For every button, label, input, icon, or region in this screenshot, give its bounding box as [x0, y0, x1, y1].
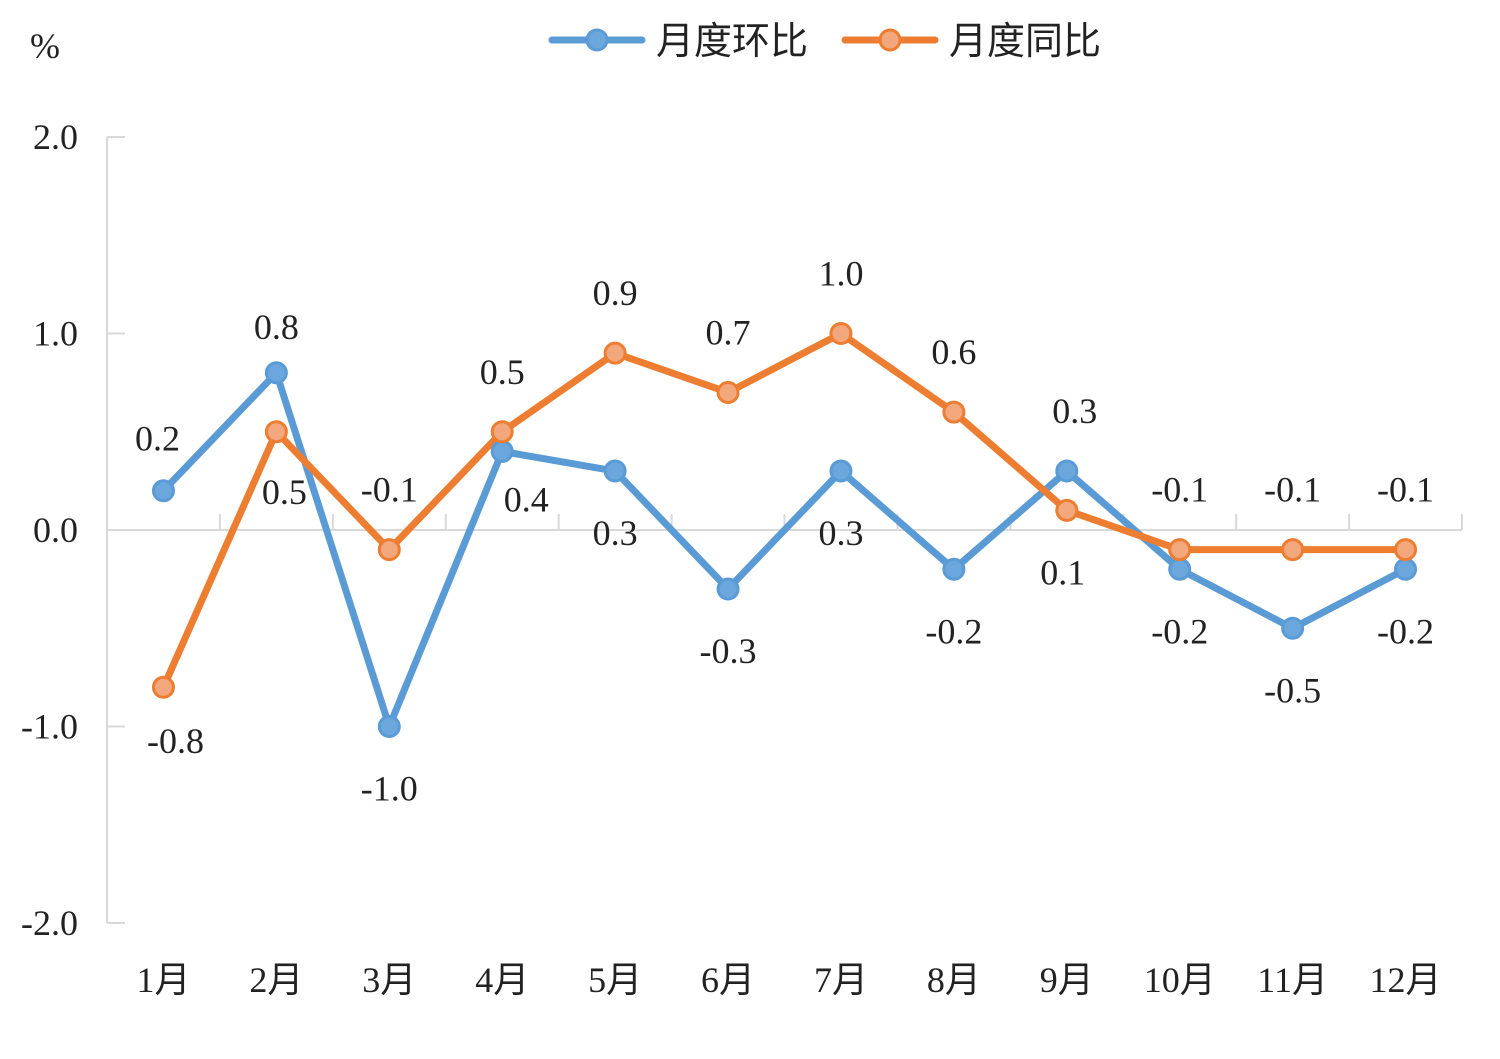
axes: 2.0 1.0 0.0 -1.0 -2.0 1月 2月 3月 4月 5月 6月 7月 8月 9月 10月 11… [21, 117, 1463, 1000]
series-2-point [942, 400, 966, 424]
x-tick-label: 2月 [249, 960, 303, 1000]
data-label-1: 0.4 [504, 479, 549, 519]
x-tick-label: 7月 [814, 960, 868, 1000]
series-1-point [1281, 616, 1305, 640]
series-2-point [1055, 498, 1079, 522]
data-label-2: -0.1 [1377, 470, 1434, 510]
series-2-point [829, 322, 853, 345]
legend-label-2: 月度同比 [949, 19, 1101, 63]
data-label-1: 0.3 [818, 513, 863, 553]
x-tick-label: 9月 [1040, 960, 1094, 1000]
series-line-1 [159, 369, 1410, 730]
series-1-point [1055, 459, 1079, 483]
legend-label-1: 月度环比 [656, 19, 808, 63]
x-tick-label: 6月 [701, 960, 755, 1000]
data-label-2: 1.0 [818, 254, 863, 294]
x-tick-label: 10月 [1144, 960, 1216, 1000]
data-label-2: -0.1 [1264, 470, 1321, 510]
legend-marker-2 [878, 28, 902, 52]
series-1-point [942, 557, 966, 581]
x-tick-label: 4月 [475, 960, 529, 1000]
data-label-2: 0.5 [262, 472, 307, 512]
data-label-2: 0.1 [1040, 552, 1085, 592]
series-2-point [1168, 538, 1192, 562]
series-2-point [603, 341, 627, 365]
data-label-1: 0.3 [593, 513, 638, 553]
data-label-2: 0.6 [931, 332, 976, 372]
data-label-2: 0.7 [706, 312, 751, 352]
series-1-point [490, 439, 514, 463]
data-label-2: -0.1 [1151, 470, 1208, 510]
data-label-2: -0.1 [361, 470, 418, 510]
series-1-point [1394, 557, 1418, 581]
data-labels: 0.2 -0.8 0.8 0.5 -1.0 -0.1 0.4 0.5 0.3 0.9 -0.3 0.7… [135, 254, 1434, 809]
x-tick-label: 5月 [588, 960, 642, 1000]
y-tick-label: -2.0 [21, 903, 78, 943]
series-1-point [716, 577, 740, 601]
data-label-1: 0.8 [254, 307, 299, 347]
data-label-2: 0.5 [480, 352, 525, 392]
series-2-point [490, 420, 514, 444]
x-tick-label: 11月 [1257, 960, 1328, 1000]
series-2-point [264, 420, 288, 444]
series-line-2 [159, 330, 1410, 691]
y-tick-label: 1.0 [33, 314, 78, 354]
data-label-1: -0.2 [1151, 611, 1208, 651]
data-label-2: 0.9 [593, 273, 638, 313]
data-label-1: -0.5 [1264, 670, 1321, 710]
series-1-point [829, 459, 853, 483]
series-1-point [377, 715, 401, 738]
series-2-point [1281, 538, 1305, 562]
series-2-point [1394, 538, 1418, 562]
series-1-point [264, 361, 288, 385]
series-2-point [716, 380, 740, 404]
series-1-point [151, 479, 175, 503]
x-tick-label: 3月 [362, 960, 416, 1000]
legend: 月度环比 月度同比 [548, 19, 1101, 63]
series-1-point [603, 459, 627, 483]
series-layer [151, 322, 1418, 738]
data-label-1: -0.2 [925, 611, 982, 651]
data-label-1: -1.0 [361, 769, 418, 809]
y-tick-label: 2.0 [33, 117, 78, 157]
legend-marker-1 [585, 28, 609, 52]
data-label-1: -0.2 [1377, 611, 1434, 651]
data-label-1: 0.2 [135, 419, 180, 459]
y-tick-label: 0.0 [33, 510, 78, 550]
x-tick-label: 8月 [927, 960, 981, 1000]
data-label-1: 0.3 [1052, 391, 1097, 431]
data-label-2: -0.8 [147, 721, 204, 761]
data-label-1: -0.3 [700, 631, 757, 671]
y-axis-unit: % [30, 26, 60, 66]
series-1-point [1168, 557, 1192, 581]
x-tick-label: 1月 [136, 960, 190, 1000]
y-tick-label: -1.0 [21, 707, 78, 747]
series-2-point [377, 538, 401, 562]
series-2-point [151, 675, 175, 699]
x-tick-label: 12月 [1370, 960, 1442, 1000]
